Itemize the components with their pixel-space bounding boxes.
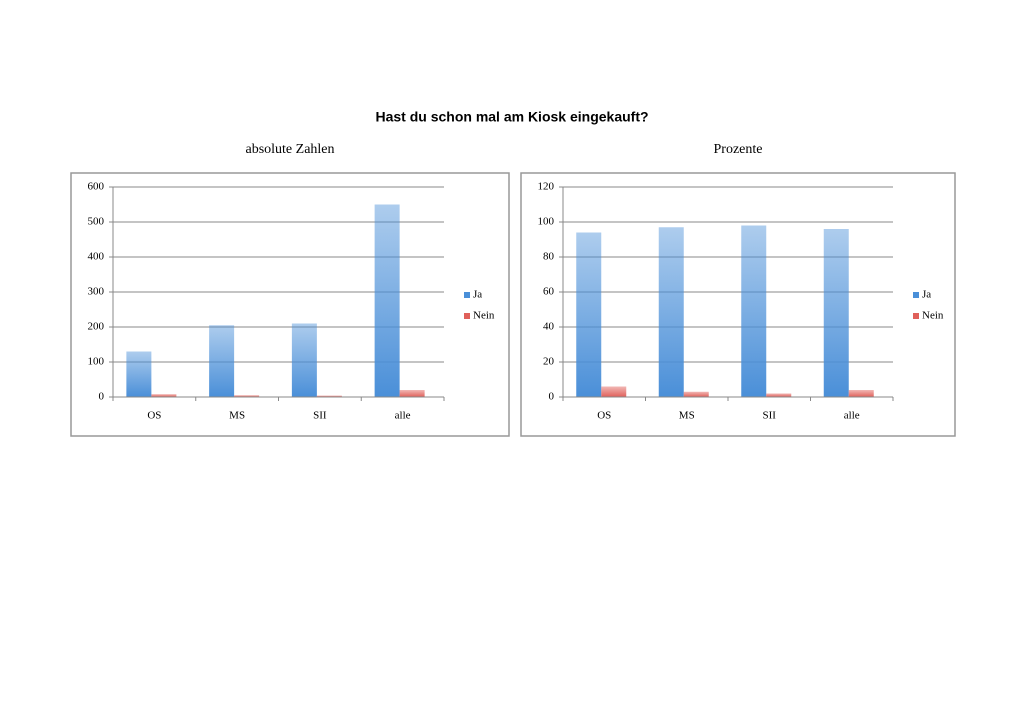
y-tick-label: 400 xyxy=(88,251,105,263)
x-tick-label: OS xyxy=(147,410,161,422)
y-tick-label: 100 xyxy=(538,216,555,228)
x-tick-label: alle xyxy=(395,410,411,422)
bar xyxy=(741,225,767,397)
y-tick-label: 300 xyxy=(88,286,105,298)
bar xyxy=(848,390,874,397)
bar xyxy=(151,394,177,397)
bar xyxy=(823,229,849,397)
bar xyxy=(374,204,400,397)
bar xyxy=(291,323,317,397)
y-tick-label: 20 xyxy=(543,356,555,368)
y-tick-label: 0 xyxy=(99,391,105,403)
legend-swatch xyxy=(913,313,919,319)
x-tick-label: MS xyxy=(229,410,245,422)
y-tick-label: 120 xyxy=(538,181,555,193)
bar xyxy=(766,393,792,397)
y-tick-label: 200 xyxy=(88,321,105,333)
y-tick-label: 500 xyxy=(88,216,105,228)
legend-swatch xyxy=(913,292,919,298)
bar xyxy=(126,351,152,397)
legend-label: Nein xyxy=(473,310,495,322)
legend-label: Ja xyxy=(922,289,931,301)
x-tick-label: SII xyxy=(763,410,777,422)
bar xyxy=(683,391,709,397)
bar xyxy=(209,325,235,397)
bar xyxy=(316,395,342,397)
x-tick-label: SII xyxy=(313,410,327,422)
chart-title: absolute Zahlen xyxy=(245,142,334,157)
legend-swatch xyxy=(464,292,470,298)
bar xyxy=(576,232,602,397)
bar xyxy=(601,386,627,397)
chart-title: Prozente xyxy=(714,142,763,157)
y-tick-label: 40 xyxy=(543,321,555,333)
x-tick-label: alle xyxy=(844,410,860,422)
y-tick-label: 600 xyxy=(88,181,105,193)
legend-label: Nein xyxy=(922,310,944,322)
bar xyxy=(399,390,425,397)
y-tick-label: 100 xyxy=(88,356,105,368)
page-title: Hast du schon mal am Kiosk eingekauft? xyxy=(375,109,648,125)
y-tick-label: 80 xyxy=(543,251,555,263)
legend-swatch xyxy=(464,313,470,319)
chart-frame xyxy=(520,172,956,437)
x-tick-label: MS xyxy=(679,410,695,422)
legend-label: Ja xyxy=(473,289,482,301)
bar xyxy=(658,227,684,397)
chart-frame xyxy=(70,172,510,437)
y-tick-label: 0 xyxy=(549,391,555,403)
y-tick-label: 60 xyxy=(543,286,555,298)
x-tick-label: OS xyxy=(597,410,611,422)
bar xyxy=(234,395,260,397)
